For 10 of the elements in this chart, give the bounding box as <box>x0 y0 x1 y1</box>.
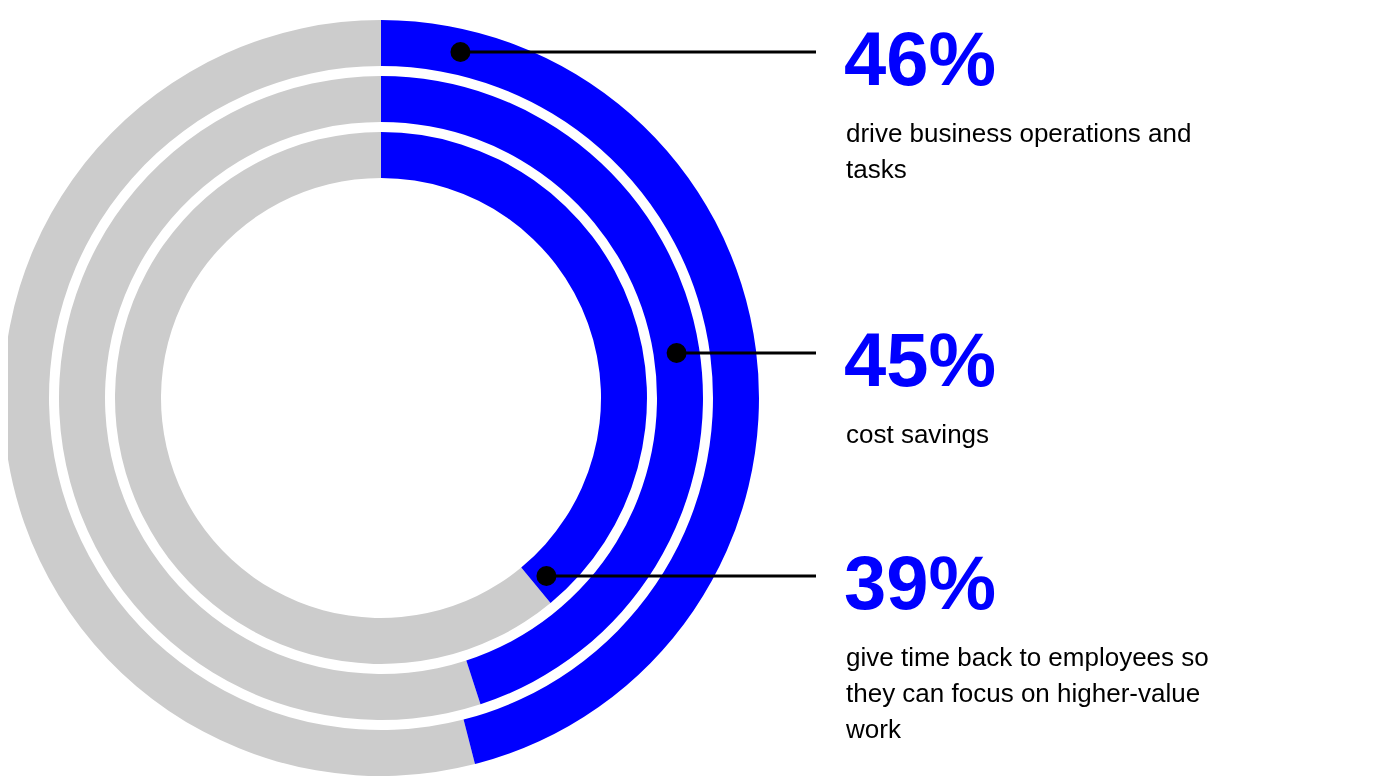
data-label: 45% <box>844 317 997 402</box>
data-label: 39% <box>844 540 997 625</box>
data-label: 46% <box>844 16 997 101</box>
donut-slice <box>115 132 551 664</box>
slice-label: cost savings <box>846 419 990 449</box>
donut-slice <box>381 132 647 603</box>
donut-slice <box>59 76 481 720</box>
slice-label: give time back to employees so they can focus on higher-value work <box>845 642 1209 744</box>
slice-label: drive business operations and tasks <box>846 118 1192 184</box>
donut-slice <box>381 76 703 705</box>
